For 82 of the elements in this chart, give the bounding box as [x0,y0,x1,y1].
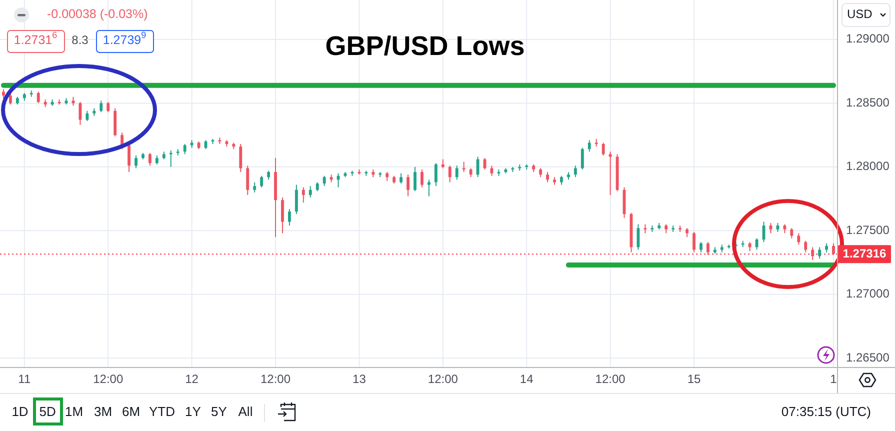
candlestick [462,161,466,173]
candlestick [476,156,480,178]
candlestick [183,143,186,155]
x-tick-label: 14 [520,372,534,386]
text: 5D [39,404,56,420]
annotation: 1.2739$^{9}$ [102,30,146,48]
x-tick-label: 11 [18,372,31,386]
candlestick [420,168,424,188]
candlestick [100,100,103,113]
candlestick [490,165,494,176]
x-tick-label: 12:00 [595,372,626,386]
annotation: -0.00038 (-0.03%) [47,7,148,22]
x-tick-label: 1 [830,372,838,386]
candlestick [434,162,438,187]
y-axis-title: USD [847,7,873,22]
candlestick [406,174,410,197]
y-tick-label: 1.28000 [846,159,890,174]
text: 1M [64,404,84,420]
candlestick [86,110,89,122]
text: YTD [149,404,175,420]
candlestick [308,186,312,198]
text: GBP/USD Lows [325,31,525,62]
x-tick-label: 15 [687,372,702,386]
y-tick-label: 1.29000 [846,32,890,46]
candlestick [428,179,430,197]
candlestick [700,242,702,253]
candlestick [134,154,138,169]
candlestick [400,172,403,184]
ref-line-label: 1.27316 [842,246,887,260]
candlestick [755,238,758,250]
candlestick [455,165,458,180]
candlestick [574,165,577,178]
text: 3M [94,404,112,420]
candlestick [636,224,640,250]
y-tick-label: 1.27000 [846,286,890,301]
candlestick [602,142,605,156]
candlestick [253,182,256,193]
candlestick [832,242,835,256]
candlestick [790,228,794,239]
candlestick [804,240,808,253]
candlestick [322,175,326,187]
text: 6M [122,404,140,420]
x-tick-label: 13 [352,372,366,386]
candlestick [294,184,298,215]
candlestick [106,101,110,113]
text: 1Y [185,404,202,420]
candlestick [706,242,710,256]
candlestick [302,186,305,204]
y-tick-label: 1.28500 [846,95,890,110]
candlestick [336,172,340,188]
annotation: 8.3 [72,33,89,48]
candlestick [288,208,291,226]
annotation: 1.2731$^{6}$ [14,30,58,48]
text: 1D [12,404,28,420]
text: All [238,404,253,420]
text: 07:35:15 (UTC) [781,404,871,420]
candlestick [148,152,152,166]
candlestick [414,166,416,192]
x-tick-label: 12:00 [260,372,291,386]
candlestick [448,165,452,183]
text: 5Y [211,404,228,420]
x-tick-label: 12 [185,372,199,386]
candlestick [818,246,822,260]
x-tick-label: 12:00 [93,372,124,386]
candlestick [260,175,264,188]
candlestick [36,91,40,104]
candlestick [588,140,591,152]
candlestick [281,197,284,234]
candlestick [580,147,584,170]
candlestick [78,101,82,126]
candlestick [811,246,814,260]
candlestick [692,231,696,253]
candlestick [546,172,549,183]
candlestick [239,143,242,173]
y-tick-label: 1.27500 [846,222,890,237]
candlestick [246,165,250,196]
x-tick-label: 12:00 [428,372,458,386]
candlestick [128,143,131,173]
candlestick [9,92,12,105]
y-tick-label: 1.26500 [846,350,890,364]
candlestick [797,232,800,246]
candlestick [608,151,612,196]
